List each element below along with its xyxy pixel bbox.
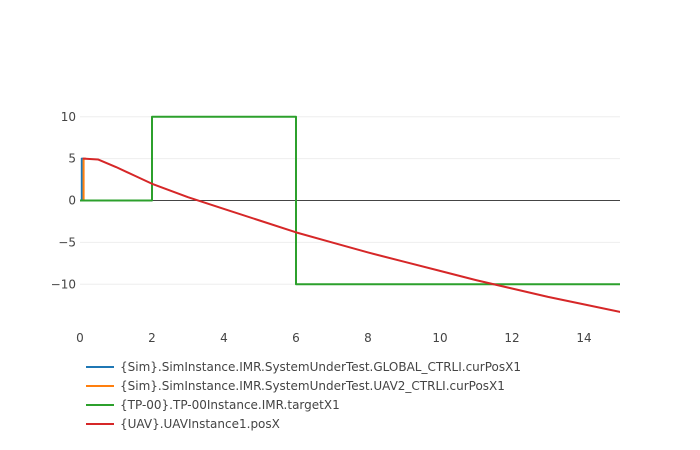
- x-tick-label: 12: [504, 331, 519, 345]
- legend[interactable]: {Sim}.SimInstance.IMR.SystemUnderTest.GL…: [86, 360, 521, 431]
- legend-label: {TP-00}.TP-00Instance.IMR.targetX1: [120, 398, 340, 412]
- x-tick-label: 0: [76, 331, 84, 345]
- x-tick-label: 10: [432, 331, 447, 345]
- legend-item-3[interactable]: {TP-00}.TP-00Instance.IMR.targetX1: [86, 398, 340, 412]
- y-tick-label: −5: [58, 235, 76, 249]
- x-tick-label: 8: [364, 331, 372, 345]
- y-tick-label: 10: [61, 110, 76, 124]
- legend-label: {Sim}.SimInstance.IMR.SystemUnderTest.UA…: [120, 379, 505, 393]
- y-tick-label: 5: [68, 152, 76, 166]
- series-line-2: [82, 157, 87, 202]
- legend-item-4[interactable]: {UAV}.UAVInstance1.posX: [86, 417, 280, 431]
- series-line-4: [82, 157, 620, 313]
- x-tick-label: 14: [576, 331, 591, 345]
- x-axis-ticks: 0 2 4 6 8 10 12 14: [76, 331, 591, 345]
- y-axis-ticks: 10 5 0 −5 −10: [51, 110, 76, 292]
- legend-label: {UAV}.UAVInstance1.posX: [120, 417, 280, 431]
- series-layer: [80, 115, 620, 313]
- legend-item-2[interactable]: {Sim}.SimInstance.IMR.SystemUnderTest.UA…: [86, 379, 505, 393]
- y-tick-label: 0: [68, 194, 76, 208]
- x-tick-label: 4: [220, 331, 228, 345]
- series-line-3: [80, 115, 620, 286]
- x-tick-label: 2: [148, 331, 156, 345]
- legend-item-1[interactable]: {Sim}.SimInstance.IMR.SystemUnderTest.GL…: [86, 360, 521, 374]
- y-tick-label: −10: [51, 277, 76, 291]
- legend-label: {Sim}.SimInstance.IMR.SystemUnderTest.GL…: [120, 360, 521, 374]
- x-tick-label: 6: [292, 331, 300, 345]
